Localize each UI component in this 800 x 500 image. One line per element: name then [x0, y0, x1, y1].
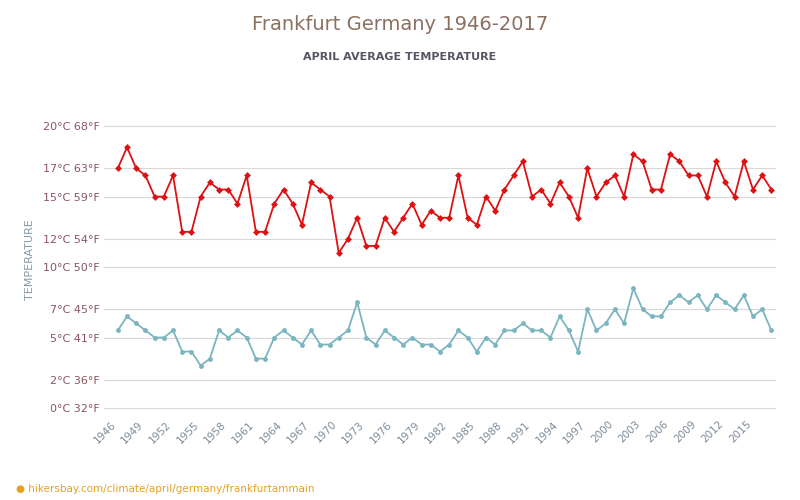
Y-axis label: TEMPERATURE: TEMPERATURE [25, 220, 34, 300]
Text: Frankfurt Germany 1946-2017: Frankfurt Germany 1946-2017 [252, 15, 548, 34]
Text: ● hikersbay.com/climate/april/germany/frankfurtammain: ● hikersbay.com/climate/april/germany/fr… [16, 484, 314, 494]
Text: APRIL AVERAGE TEMPERATURE: APRIL AVERAGE TEMPERATURE [303, 52, 497, 62]
